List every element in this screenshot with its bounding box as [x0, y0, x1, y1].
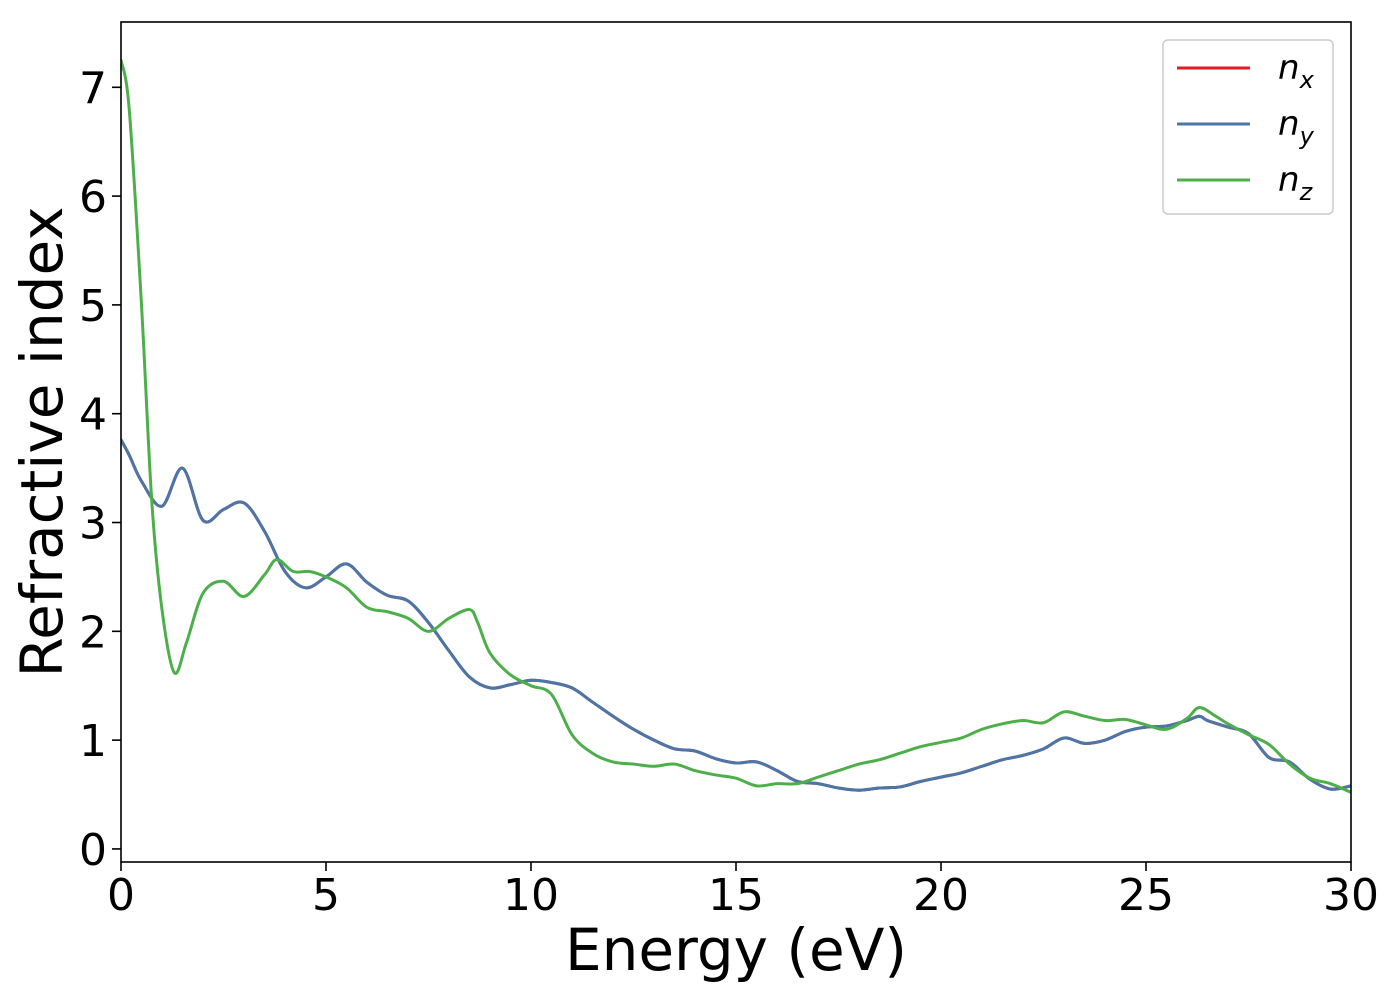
legend: nx ny nz	[1162, 39, 1334, 215]
y-axis-title: Refractive index	[8, 206, 76, 677]
series-line-nx	[121, 438, 1351, 792]
y-tick-label: 0	[79, 825, 107, 876]
x-tick-label: 0	[107, 870, 135, 921]
legend-label-nz: nz	[1278, 160, 1314, 206]
series-line-nz	[121, 58, 1351, 794]
y-tick-label: 5	[79, 281, 107, 332]
legend-label-nx: nx	[1278, 48, 1315, 94]
x-tick-label: 10	[503, 870, 559, 921]
ticks-layer: 0 5 10 15 20 25 30 0 1 2 3 4 5 6 7	[79, 63, 1379, 921]
y-tick-label: 6	[79, 172, 107, 223]
series-line-ny	[121, 438, 1351, 792]
series-layer	[121, 58, 1351, 794]
x-tick-label: 5	[312, 870, 340, 921]
y-tick-label: 2	[79, 607, 107, 658]
y-tick-label: 3	[79, 499, 107, 550]
y-tick-label: 7	[79, 63, 107, 114]
x-tick-label: 20	[913, 870, 969, 921]
x-tick-label: 25	[1118, 870, 1174, 921]
x-axis-title: Energy (eV)	[565, 916, 907, 984]
y-tick-label: 4	[79, 390, 107, 441]
x-tick-label: 30	[1323, 870, 1379, 921]
y-tick-label: 1	[79, 716, 107, 767]
legend-label-ny: ny	[1278, 104, 1315, 150]
legend-box	[1162, 39, 1334, 215]
x-tick-label: 15	[708, 870, 764, 921]
